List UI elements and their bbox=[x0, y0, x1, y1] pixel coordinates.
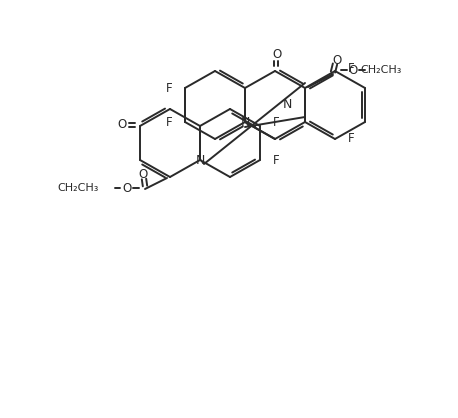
Text: F: F bbox=[166, 115, 172, 128]
Text: O: O bbox=[122, 181, 131, 194]
Text: F: F bbox=[348, 133, 354, 145]
Text: O: O bbox=[138, 168, 147, 181]
Text: O: O bbox=[333, 54, 342, 66]
Text: CH₂CH₃: CH₂CH₃ bbox=[360, 65, 402, 75]
Text: N: N bbox=[195, 155, 205, 168]
Text: O: O bbox=[117, 118, 126, 132]
Text: F: F bbox=[166, 82, 172, 94]
Text: F: F bbox=[273, 153, 279, 166]
Text: O: O bbox=[273, 48, 282, 61]
Text: F: F bbox=[348, 63, 354, 76]
Text: N: N bbox=[282, 99, 292, 112]
Text: CH₂CH₃: CH₂CH₃ bbox=[58, 183, 99, 193]
Text: N: N bbox=[240, 117, 250, 130]
Text: F: F bbox=[273, 117, 279, 130]
Text: O: O bbox=[349, 64, 358, 76]
